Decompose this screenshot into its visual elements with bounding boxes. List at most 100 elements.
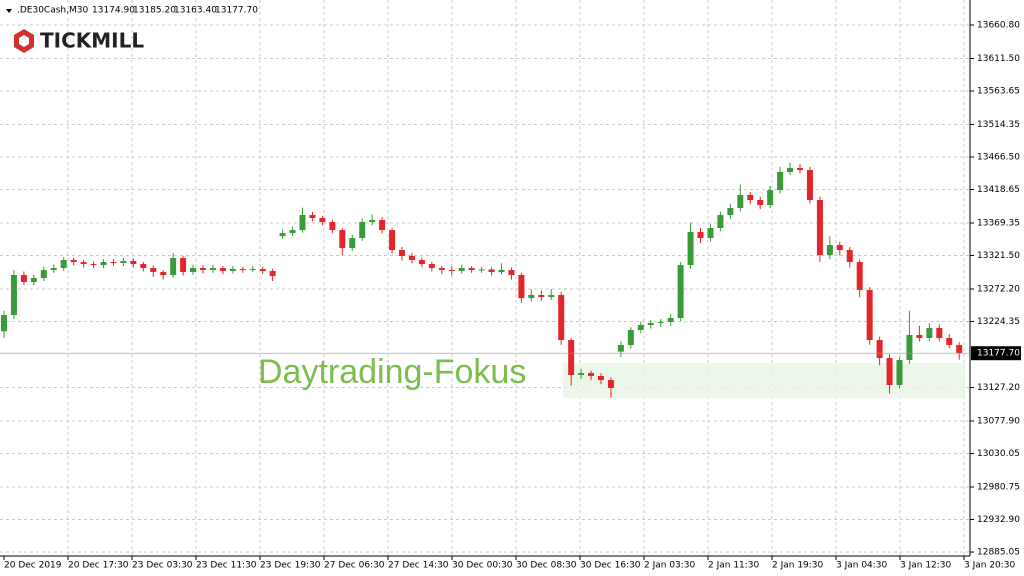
candle-body [309, 215, 316, 219]
candle-body [856, 262, 863, 291]
candle-body [588, 373, 595, 377]
y-tick-label: 13563.65 [977, 87, 1020, 97]
y-tick-label: 13514.35 [977, 120, 1020, 130]
candle-body [528, 294, 535, 299]
x-tick-label: 3 Jan 20:30 [964, 561, 1016, 571]
candle-body [727, 208, 734, 216]
logo: TICKMILL [40, 29, 144, 53]
candle-body [80, 262, 87, 265]
last-price-label: 13177.70 [977, 349, 1020, 359]
x-tick-label: 2 Jan 19:30 [772, 561, 824, 571]
y-tick-label: 12932.90 [977, 515, 1020, 525]
candle-body [90, 264, 97, 266]
candle-body [458, 268, 465, 272]
candle-body [170, 258, 177, 276]
candle-body [558, 294, 565, 341]
candle-body [339, 230, 346, 249]
candle-body [707, 227, 714, 238]
y-tick-label: 13321.50 [977, 251, 1020, 261]
candle-body [269, 271, 276, 277]
candle-body [836, 244, 843, 251]
x-tick-label: 2 Jan 11:30 [708, 561, 760, 571]
x-tick-label: 23 Dec 11:30 [196, 561, 257, 571]
candle-body [110, 262, 117, 264]
candle-body [100, 262, 107, 266]
logo-icon-inner [19, 35, 29, 47]
y-tick-label: 13224.35 [977, 317, 1020, 327]
candle-body [747, 194, 754, 201]
candle-body [667, 318, 674, 323]
annotation: Daytrading-Fokus [258, 353, 526, 391]
candle-body [408, 255, 415, 260]
candle-body [697, 232, 704, 238]
y-tick-label: 13418.65 [977, 185, 1020, 195]
candle-body [299, 215, 306, 231]
candle-body [50, 268, 57, 270]
candle-body [548, 294, 555, 298]
symbol: .DE30Cash,M30 [17, 6, 88, 16]
candle-body [438, 268, 445, 270]
y-tick-label: 13660.80 [977, 21, 1020, 31]
x-tick-label: 23 Dec 19:30 [260, 561, 321, 571]
candle-body [687, 232, 694, 266]
candle-body [249, 269, 256, 271]
menu-arrow[interactable] [6, 9, 12, 13]
candle-body [289, 230, 296, 234]
candle-body [866, 290, 873, 341]
candle-body [160, 272, 167, 276]
header-close: 13177.70 [215, 6, 258, 16]
candle-body [399, 250, 405, 256]
candle-body [946, 337, 953, 345]
last-price-box [971, 346, 1021, 361]
candle-body [329, 222, 336, 231]
candle-body [657, 322, 664, 324]
candle-body [508, 269, 515, 276]
candle-body [717, 215, 724, 228]
candle-body [936, 328, 943, 338]
candle-body [896, 360, 903, 386]
x-tick-label: 27 Dec 06:30 [324, 561, 385, 571]
y-tick-label: 13077.90 [977, 417, 1020, 427]
candle-body [10, 275, 17, 316]
candle-body [40, 269, 47, 278]
candle-body [200, 268, 206, 270]
candle-body [190, 268, 197, 273]
candle-body [319, 218, 326, 223]
candle-body [926, 328, 933, 338]
y-tick-label: 13272.20 [977, 285, 1020, 295]
candle-body [488, 269, 495, 273]
candle-body [70, 259, 77, 263]
candle-body [767, 190, 774, 206]
candle-body [498, 269, 505, 273]
x-tick-label: 2 Jan 03:30 [644, 561, 696, 571]
candle-body [677, 265, 684, 319]
candle-body [239, 269, 246, 271]
candle-body [359, 222, 366, 238]
x-tick-label: 3 Jan 12:30 [900, 561, 952, 571]
candle-body [568, 340, 575, 376]
candle-body [757, 200, 764, 206]
y-tick-label: 13127.20 [977, 383, 1020, 393]
x-tick-label: 27 Dec 14:30 [388, 561, 449, 571]
candle-body [60, 259, 67, 269]
header-high: 13185.20 [133, 6, 176, 16]
y-tick-label: 13369.35 [977, 219, 1020, 229]
candle-body [627, 330, 634, 345]
y-tick-label: 13611.50 [977, 54, 1020, 64]
x-tick-label: 30 Dec 08:30 [516, 561, 577, 571]
candle-body [219, 268, 226, 272]
x-tick-label: 30 Dec 00:30 [452, 561, 513, 571]
candle-body [140, 264, 147, 269]
candle-body [418, 259, 425, 265]
candle-body [209, 268, 216, 270]
candle-body [846, 250, 853, 263]
candle-body [916, 334, 923, 338]
candle-body [737, 194, 744, 209]
candle-body [448, 269, 455, 272]
candle-body [20, 275, 27, 283]
candle-body [647, 323, 654, 326]
x-tick-label: 30 Dec 16:30 [580, 561, 641, 571]
candle-body [468, 268, 475, 270]
